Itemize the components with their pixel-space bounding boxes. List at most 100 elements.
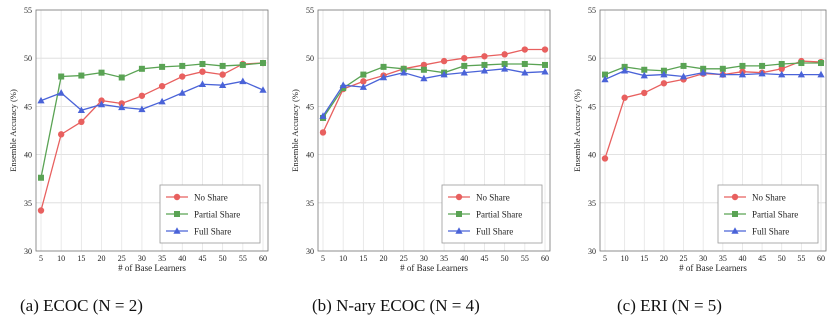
data-point <box>159 63 166 70</box>
x-tick-label: 20 <box>98 254 106 263</box>
x-tick-label: 10 <box>339 254 347 263</box>
data-point <box>621 63 628 70</box>
data-point <box>660 67 667 74</box>
y-tick-label: 45 <box>588 102 596 111</box>
data-point <box>641 89 648 97</box>
legend-label: Full Share <box>476 227 513 237</box>
y-tick-label: 35 <box>306 199 314 208</box>
data-point <box>778 65 785 73</box>
legend: No Share Partial Share Full Share <box>717 184 819 244</box>
data-point <box>601 155 609 162</box>
legend: No Share Partial Share Full Share <box>159 184 261 244</box>
legend-label: Full Share <box>194 227 231 237</box>
data-point <box>57 89 65 96</box>
legend-label: Partial Share <box>476 210 522 220</box>
y-tick-label: 55 <box>24 6 32 15</box>
y-axis-label: Ensemble Accuracy (%) <box>8 89 18 172</box>
data-point <box>77 106 85 114</box>
y-axis-label: Ensemble Accuracy (%) <box>572 89 582 172</box>
y-tick-label: 45 <box>306 102 314 111</box>
data-point <box>621 94 628 101</box>
data-point <box>818 60 824 67</box>
y-tick-label: 30 <box>306 247 314 256</box>
data-point <box>660 70 668 78</box>
x-tick-label: 5 <box>39 254 43 263</box>
data-point <box>58 73 65 80</box>
data-point <box>758 69 766 77</box>
data-point <box>719 65 726 72</box>
x-tick-label: 20 <box>380 254 388 263</box>
x-tick-label: 45 <box>758 254 766 263</box>
x-tick-label: 25 <box>680 254 688 263</box>
legend-marker <box>731 193 739 201</box>
data-point <box>219 71 226 78</box>
data-point <box>98 69 105 76</box>
series-line <box>604 62 821 76</box>
data-point <box>798 60 805 67</box>
data-point <box>138 92 146 99</box>
data-point <box>199 68 206 75</box>
y-tick-label: 50 <box>24 54 32 63</box>
series-partial-share <box>38 60 266 181</box>
legend-label: No Share <box>476 193 510 203</box>
legend-label: No Share <box>194 193 228 203</box>
y-tick-label: 40 <box>24 151 32 160</box>
x-tick-label: 25 <box>400 254 408 263</box>
data-point <box>360 71 367 78</box>
series-full-share <box>37 77 267 114</box>
data-point <box>37 96 45 104</box>
y-tick-label: 40 <box>306 151 314 160</box>
data-point <box>660 80 668 87</box>
series-full-share <box>601 66 825 83</box>
data-point <box>797 70 805 78</box>
data-point <box>118 103 126 111</box>
data-point <box>219 81 227 88</box>
data-point <box>319 112 327 119</box>
y-tick-label: 40 <box>588 151 596 160</box>
data-point <box>699 68 707 76</box>
y-axis-label: Ensemble Accuracy (%) <box>290 89 300 172</box>
x-tick-label: 40 <box>460 254 468 263</box>
x-tick-label: 5 <box>603 254 607 263</box>
data-point <box>57 131 65 138</box>
x-tick-label: 30 <box>138 254 146 263</box>
data-point <box>420 61 428 69</box>
data-point <box>739 62 746 69</box>
y-tick-label: 30 <box>588 247 596 256</box>
data-point <box>778 60 785 67</box>
x-tick-label: 10 <box>621 254 629 263</box>
y-tick-label: 45 <box>24 102 32 111</box>
data-point <box>778 70 786 78</box>
y-tick-label: 50 <box>306 54 314 63</box>
data-point <box>179 73 186 80</box>
data-point <box>379 73 388 81</box>
data-point <box>359 83 367 90</box>
data-point <box>239 61 246 68</box>
data-point <box>501 51 508 58</box>
data-point <box>461 55 468 62</box>
data-point <box>621 66 629 74</box>
legend: No Share Partial Share Full Share <box>441 184 543 244</box>
legend-marker <box>455 193 463 201</box>
x-tick-label: 45 <box>480 254 488 263</box>
data-point <box>37 207 45 214</box>
x-tick-label: 60 <box>541 254 549 263</box>
legend-marker <box>173 193 181 201</box>
data-point <box>380 63 387 70</box>
x-axis-label: # of Base Learners <box>118 263 186 273</box>
x-tick-label: 35 <box>440 254 448 263</box>
x-tick-label: 50 <box>219 254 227 263</box>
data-point <box>521 68 529 76</box>
y-tick-label: 55 <box>588 6 596 15</box>
data-point <box>118 100 125 107</box>
x-tick-label: 35 <box>158 254 166 263</box>
data-point <box>759 62 766 69</box>
series-line <box>322 68 546 117</box>
caption-b: (b) N-ary ECOC (N = 4) <box>312 296 480 315</box>
x-tick-label: 35 <box>719 254 727 263</box>
x-tick-label: 15 <box>640 254 648 263</box>
series-full-share <box>319 65 549 119</box>
series-line <box>322 48 545 133</box>
